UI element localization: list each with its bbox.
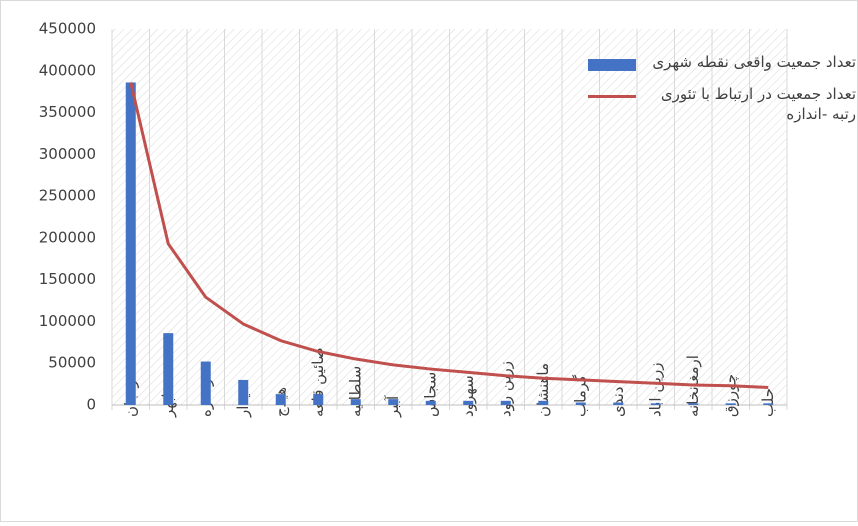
- y-tick-label: 400000: [39, 61, 96, 79]
- bar: [688, 403, 699, 405]
- x-tick-label: دندی: [609, 387, 627, 417]
- y-tick-label: 100000: [39, 312, 96, 330]
- bar: [650, 403, 661, 405]
- x-tick-label: حلب: [759, 388, 777, 417]
- x-tick-label: زرین اباد: [646, 363, 664, 417]
- x-tick-label: سهرود: [459, 375, 477, 417]
- x-tick-label: چورزق: [721, 374, 739, 417]
- bar: [425, 400, 436, 405]
- bar: [350, 399, 361, 405]
- bar: [275, 394, 286, 405]
- legend-label: تعداد جمعیت در ارتباط با تئوری رتبه -اند…: [660, 85, 856, 123]
- y-tick-label: 250000: [39, 187, 96, 205]
- bar: [725, 403, 736, 405]
- x-tick-label: صائین قلعه: [309, 347, 327, 417]
- bar: [463, 400, 474, 405]
- x-tick-label: سلطانیه: [346, 366, 364, 417]
- legend-swatch: [588, 95, 636, 98]
- bar: [163, 333, 174, 405]
- bar: [763, 403, 774, 405]
- y-tick-label: 350000: [39, 103, 96, 121]
- legend-item: تعداد جمعیت واقعی نقطه شهری: [588, 52, 856, 72]
- x-tick-label: ماهنشان: [534, 363, 552, 417]
- bar: [613, 402, 624, 405]
- y-tick-label: 0: [86, 396, 96, 414]
- legend-label: تعداد جمعیت واقعی نقطه شهری: [652, 53, 856, 71]
- legend-swatch: [588, 59, 636, 71]
- y-tick-label: 450000: [39, 20, 96, 38]
- bar: [575, 402, 586, 405]
- bar: [238, 379, 249, 405]
- bar: [200, 361, 211, 405]
- bar: [538, 400, 549, 405]
- x-tick-label: سجاس: [421, 372, 439, 417]
- bar: [125, 82, 136, 405]
- x-tick-label: گرماب: [571, 374, 589, 417]
- y-tick-label: 50000: [48, 354, 96, 372]
- y-tick-label: 150000: [39, 270, 96, 288]
- y-tick-label: 200000: [39, 228, 96, 246]
- legend-item: تعداد جمعیت در ارتباط با تئوری رتبه -اند…: [588, 84, 856, 124]
- bar: [500, 400, 511, 405]
- bar: [388, 399, 399, 405]
- x-tick-label: زرین رود: [496, 361, 514, 417]
- x-tick-label: آببر: [384, 395, 402, 418]
- bar: [313, 394, 324, 405]
- line-series: [129, 82, 769, 389]
- y-tick-label: 300000: [39, 145, 96, 163]
